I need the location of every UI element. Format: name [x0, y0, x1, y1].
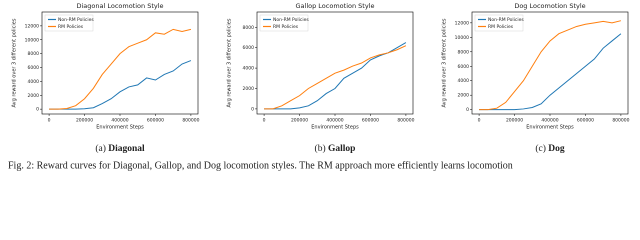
series-line [479, 20, 622, 111]
x-axis-label: Environment Steps [311, 125, 359, 131]
x-tick-label: 800000 [612, 118, 629, 124]
legend-label: RM Policies [488, 24, 514, 30]
subfigure-label: (a) [95, 143, 106, 154]
figure: Fig. 2: Reward curves for Diagonal, Gall… [8, 2, 630, 171]
legend-box [259, 14, 309, 32]
legend-box [474, 14, 524, 32]
x-tick-label: 400000 [541, 118, 558, 124]
y-tick-label: 2000 [243, 86, 255, 92]
legend-label: Non-RM Policies [58, 17, 94, 23]
y-tick-label: 0 [466, 107, 469, 113]
chart-panel: Diagonal Locomotion Style 0 2000 4000 6000 80… [12, 2, 200, 154]
series-line [49, 60, 192, 110]
legend-label: RM Policies [273, 24, 299, 30]
legend-box [44, 14, 94, 32]
x-tick-label: 200000 [76, 118, 93, 124]
series-line [479, 33, 622, 111]
chart-title: Diagonal Locomotion Style [76, 2, 163, 10]
y-tick-label: 10000 [25, 37, 39, 43]
legend-label: Non-RM Policies [273, 17, 309, 23]
y-tick-label: 6000 [243, 45, 255, 51]
y-tick-label: 10000 [455, 35, 469, 41]
subfigure-label: (c) [535, 143, 546, 154]
y-tick-label: 6000 [458, 64, 470, 70]
y-tick-label: 4000 [28, 79, 40, 85]
y-tick-label: 0 [36, 107, 39, 113]
subfigure-name: Gallop [328, 144, 355, 154]
y-tick-label: 2000 [28, 93, 40, 99]
series-line [264, 45, 407, 110]
x-tick-label: 600000 [362, 118, 379, 124]
y-axis-label: Avg reward over 3 different policies [442, 18, 448, 107]
y-axis-label: Avg reward over 3 different policies [227, 18, 233, 107]
subfigure-name: Dog [548, 144, 565, 154]
x-tick-label: 0 [263, 118, 266, 124]
y-tick-label: 4000 [458, 78, 470, 84]
y-tick-label: 4000 [243, 66, 255, 72]
x-tick-label: 400000 [111, 118, 128, 124]
subfigure-caption: (c) Dog [535, 143, 565, 154]
y-tick-label: 12000 [455, 20, 469, 26]
x-tick-label: 200000 [506, 118, 523, 124]
x-tick-label: 200000 [291, 118, 308, 124]
x-tick-label: 0 [478, 118, 481, 124]
chart-title: Gallop Locomotion Style [296, 2, 375, 10]
chart-panel: Dog Locomotion Style 0 2000 4000 6000 8000 100… [442, 2, 630, 154]
y-tick-label: 8000 [458, 49, 470, 55]
chart-title: Dog Locomotion Style [514, 2, 585, 10]
x-tick-label: 0 [48, 118, 51, 124]
chart-panel: Gallop Locomotion Style 0 2000 4000 6000 8000… [227, 2, 415, 154]
y-tick-label: 0 [251, 106, 254, 112]
y-tick-label: 6000 [28, 65, 40, 71]
figure-caption: Fig. 2: Reward curves for Diagonal, Gall… [8, 160, 513, 171]
x-axis-label: Environment Steps [526, 125, 574, 131]
subfigure-name: Diagonal [108, 144, 145, 154]
y-tick-label: 8000 [28, 51, 40, 57]
x-tick-label: 600000 [577, 118, 594, 124]
y-tick-label: 8000 [243, 25, 255, 31]
x-tick-label: 600000 [147, 118, 164, 124]
y-axis-label: Avg reward over 3 different policies [12, 18, 18, 107]
subfigure-caption: (a) Diagonal [95, 143, 145, 154]
x-tick-label: 400000 [326, 118, 343, 124]
x-tick-label: 800000 [397, 118, 414, 124]
legend-label: Non-RM Policies [488, 17, 524, 23]
y-tick-label: 2000 [458, 93, 470, 99]
legend-label: RM Policies [58, 24, 84, 30]
series-line [264, 42, 407, 110]
series-line [49, 28, 192, 110]
x-axis-label: Environment Steps [96, 125, 144, 131]
subfigure-label: (b) [315, 143, 326, 154]
subfigure-caption: (b) Gallop [315, 143, 356, 154]
y-tick-label: 12000 [25, 23, 39, 29]
x-tick-label: 800000 [182, 118, 199, 124]
